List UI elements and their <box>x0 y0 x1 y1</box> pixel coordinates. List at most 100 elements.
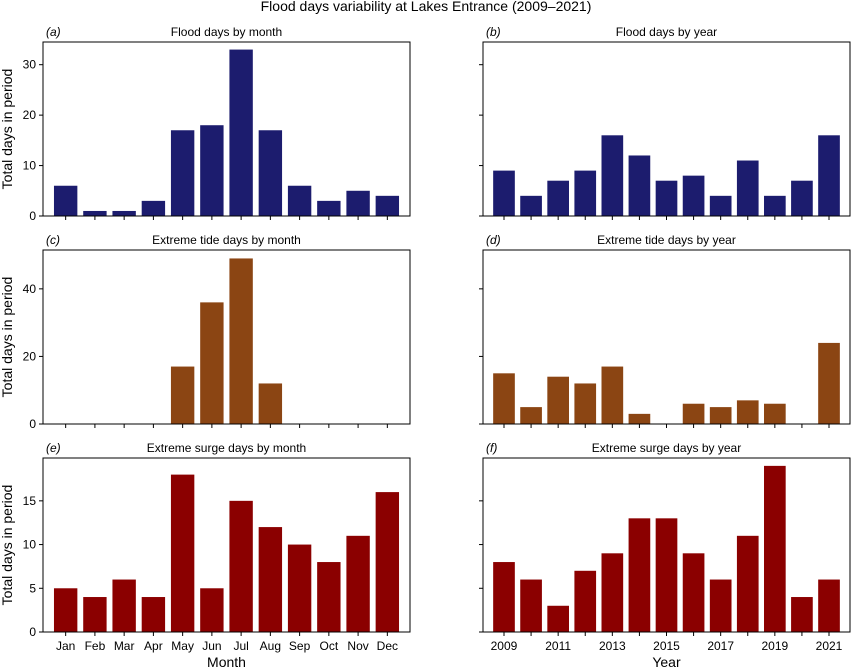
bar-2018 <box>736 160 759 216</box>
bar-Jun <box>200 125 224 216</box>
panel-e: (e) Extreme surge days by month Jan Feb Mar A… <box>0 441 411 670</box>
y-axis-label: Total days in period <box>0 277 15 398</box>
figure-title: Flood days variability at Lakes Entrance… <box>261 0 592 14</box>
bar-Nov <box>346 535 370 632</box>
y-tick-label: 20 <box>23 108 37 122</box>
axes-frame <box>42 249 411 425</box>
bar-Jul <box>229 500 253 632</box>
bar-Jun <box>200 588 224 632</box>
x-axis-label: Month <box>207 654 246 670</box>
bar-Oct <box>317 562 341 632</box>
bar-2017 <box>709 579 732 632</box>
bar-2013 <box>601 135 624 216</box>
bar-Jul <box>229 258 253 424</box>
panel-title: Extreme surge days by month <box>147 441 306 455</box>
bar-Feb <box>83 597 107 632</box>
bar-Dec <box>375 195 400 216</box>
bar-2019 <box>764 403 786 424</box>
axes-frame <box>482 249 851 425</box>
bar-2021 <box>818 579 840 632</box>
bar-2021 <box>818 342 840 424</box>
bar-2013 <box>601 553 624 632</box>
bar-2018 <box>736 400 759 424</box>
bar-2019 <box>764 195 786 216</box>
panel-title: Flood days by year <box>616 25 717 39</box>
bar-2017 <box>709 195 732 216</box>
panel-title: Extreme tide days by month <box>152 233 301 247</box>
bar-May <box>170 474 195 632</box>
bar-2015 <box>655 180 678 216</box>
bar-Dec <box>375 492 400 632</box>
bar-2012 <box>574 170 597 216</box>
panel-title: Extreme surge days by year <box>592 441 741 455</box>
x-tick-label: 2013 <box>599 639 626 653</box>
x-tick-label: Apr <box>144 639 163 653</box>
bar-Aug <box>258 527 283 632</box>
panel-f: (f) Extreme surge days by year 2009 2011 201… <box>479 441 851 670</box>
x-tick-label: Oct <box>320 639 339 653</box>
x-tick-label: Jan <box>56 639 75 653</box>
y-tick-label: 10 <box>23 538 37 552</box>
y-tick-label: 0 <box>29 625 36 639</box>
panel-a: (a) Flood days by month 0 10 20 30 Total days … <box>0 25 411 223</box>
bar-Jan <box>53 588 78 632</box>
y-tick-label: 30 <box>23 58 37 72</box>
bar-2019 <box>764 465 786 632</box>
x-tick-label: 2017 <box>707 639 734 653</box>
panel-label: (b) <box>486 25 501 39</box>
panel-b: (b) Flood days by year <box>479 25 851 220</box>
bar-May <box>170 130 195 216</box>
y-tick-label: 5 <box>29 581 36 595</box>
panel-label: (d) <box>486 233 501 247</box>
bar-2020 <box>791 597 813 632</box>
bar-Mar <box>112 579 136 632</box>
bar-Sep <box>287 185 312 216</box>
x-tick-label: Sep <box>289 639 311 653</box>
x-tick-label: Nov <box>347 639 368 653</box>
bar-2010 <box>520 407 542 424</box>
bar-2016 <box>682 175 705 216</box>
bar-2016 <box>682 403 705 424</box>
bar-2015 <box>655 518 678 632</box>
x-tick-label: Aug <box>260 639 281 653</box>
bar-Mar <box>112 210 136 216</box>
bar-Jan <box>53 185 78 216</box>
axes-frame <box>42 41 411 217</box>
bar-Apr <box>141 200 166 216</box>
panel-title: Extreme tide days by year <box>597 233 736 247</box>
bar-2012 <box>574 570 597 632</box>
bar-2013 <box>601 366 624 424</box>
y-axis-label: Total days in period <box>0 69 15 190</box>
bar-Jun <box>200 302 224 424</box>
bar-2016 <box>682 553 705 632</box>
bar-2009 <box>493 373 515 424</box>
bar-Nov <box>346 190 370 216</box>
x-tick-label: 2015 <box>653 639 680 653</box>
x-tick-label: 2011 <box>545 639 571 653</box>
bar-2011 <box>547 180 569 216</box>
bar-2009 <box>493 562 515 632</box>
bar-2017 <box>709 407 732 424</box>
bar-Apr <box>141 597 166 632</box>
bar-May <box>170 366 195 424</box>
y-tick-label: 10 <box>23 159 37 173</box>
x-tick-label: 2021 <box>816 639 843 653</box>
y-tick-label: 15 <box>23 494 37 508</box>
bar-2011 <box>547 376 569 424</box>
panel-title: Flood days by month <box>171 25 282 39</box>
bar-2010 <box>520 579 542 632</box>
bar-2010 <box>520 195 542 216</box>
panel-d: (d) Extreme tide days by year <box>479 233 851 428</box>
panel-label: (a) <box>46 25 61 39</box>
x-tick-label: Jul <box>233 639 248 653</box>
panel-c: (c) Extreme tide days by month 0 20 40 Total … <box>0 233 411 431</box>
panel-label: (e) <box>46 441 61 455</box>
x-tick-label: Feb <box>85 639 106 653</box>
bar-Oct <box>317 200 341 216</box>
x-tick-label: Dec <box>377 639 398 653</box>
y-tick-label: 0 <box>29 417 36 431</box>
bar-2009 <box>493 170 515 216</box>
bar-2021 <box>818 135 840 216</box>
y-tick-label: 0 <box>29 209 36 223</box>
panel-label: (f) <box>486 441 497 455</box>
